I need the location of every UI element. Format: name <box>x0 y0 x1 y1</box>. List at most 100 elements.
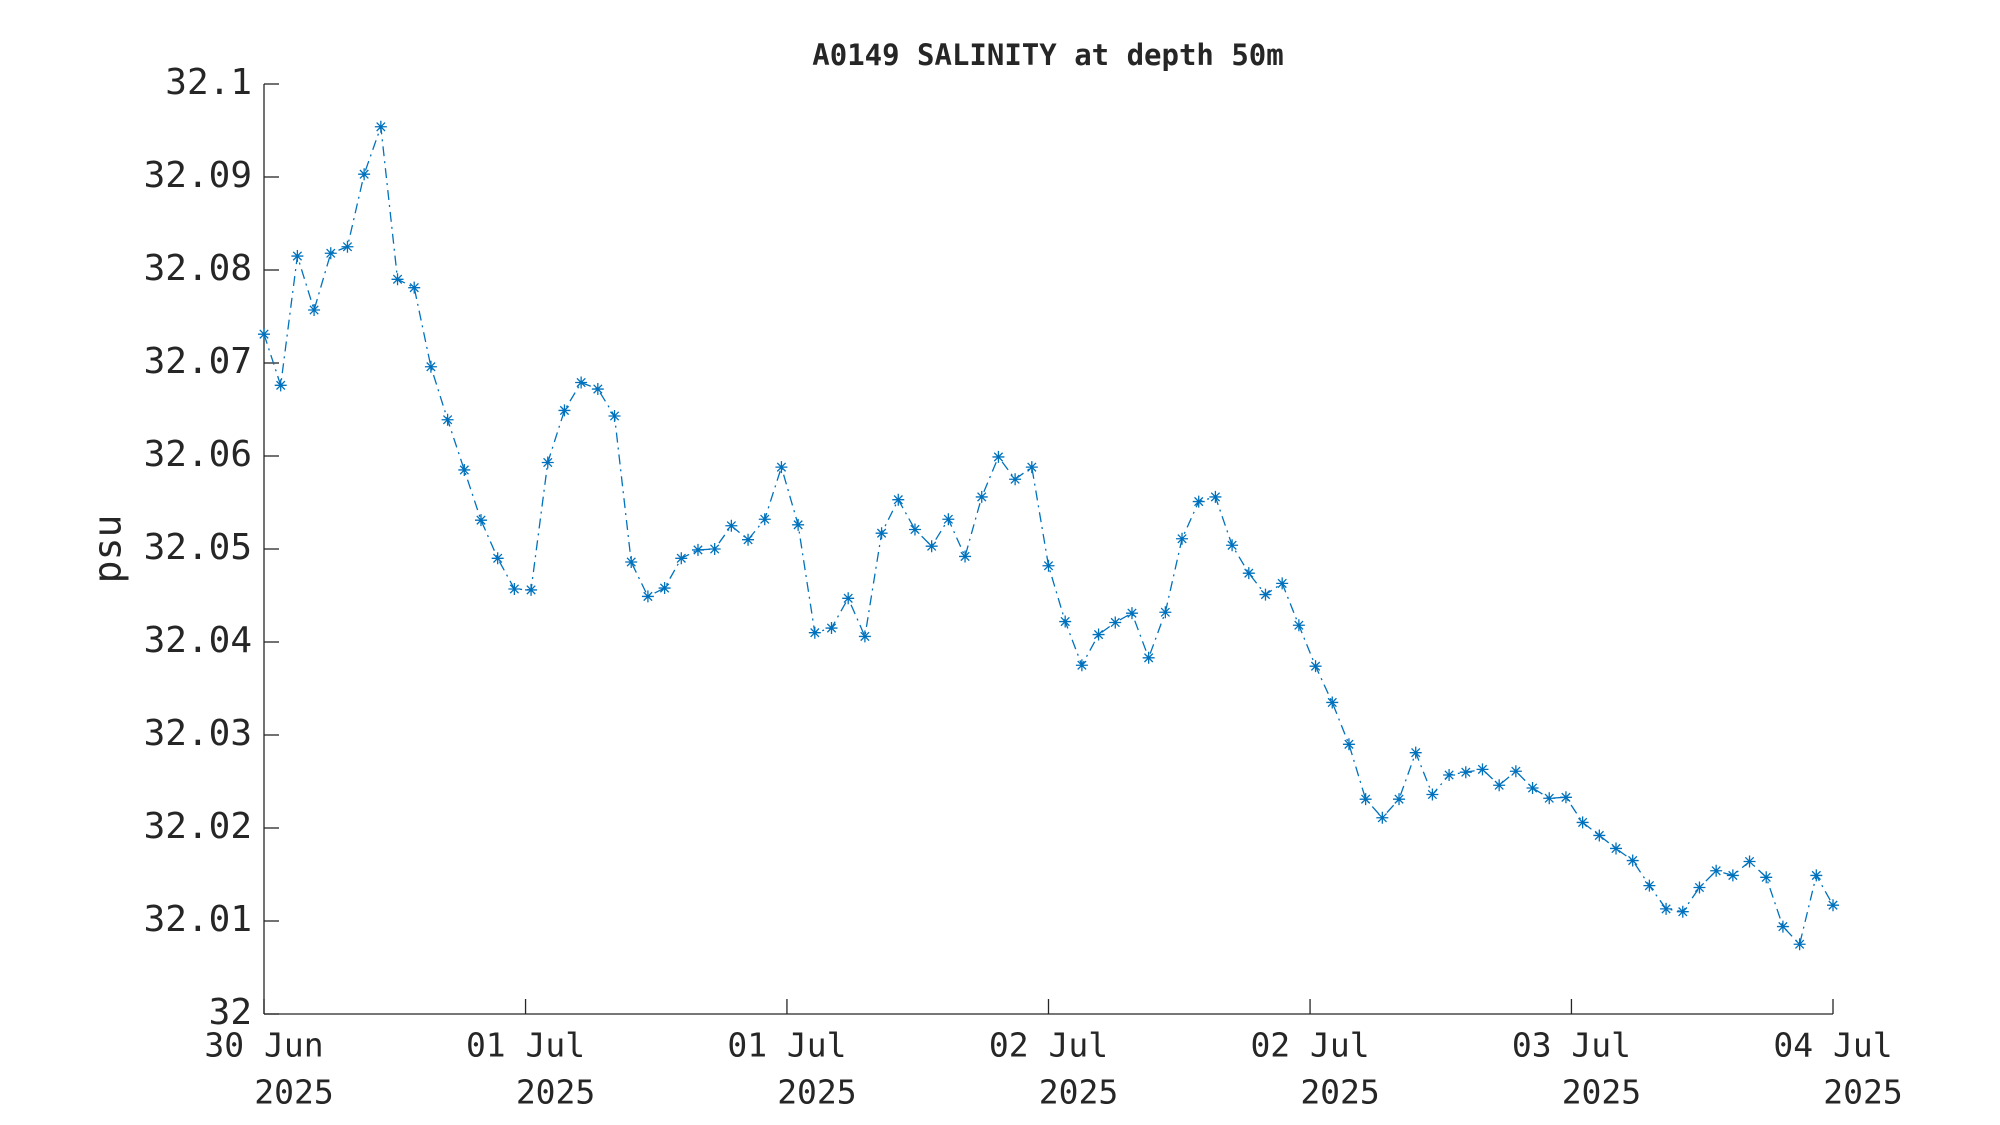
data-marker <box>675 552 688 565</box>
data-marker <box>1710 864 1723 877</box>
data-marker <box>842 592 855 605</box>
data-marker <box>1693 881 1706 894</box>
data-marker <box>1192 495 1205 508</box>
data-marker <box>408 281 421 294</box>
x-tick-label: 01 Jul <box>466 1026 585 1065</box>
data-marker <box>1626 854 1639 867</box>
data-marker <box>708 543 721 555</box>
data-marker <box>1025 461 1038 474</box>
data-marker <box>541 456 554 469</box>
data-marker <box>575 376 588 389</box>
y-tick-label: 32.01 <box>144 899 252 940</box>
y-tick-label: 32 <box>209 992 252 1033</box>
data-marker <box>491 552 504 565</box>
data-marker <box>625 556 638 569</box>
data-marker <box>1827 899 1839 912</box>
data-marker <box>1610 842 1623 855</box>
x-tick-label: 03 Jul <box>1512 1026 1631 1065</box>
data-marker <box>1409 746 1422 759</box>
x-tick-label: 2025 <box>1039 1073 1118 1112</box>
data-marker <box>1443 768 1456 781</box>
data-marker <box>1342 738 1355 751</box>
data-marker <box>1526 782 1539 795</box>
x-tick-label: 30 Jun <box>204 1026 323 1065</box>
data-marker <box>959 550 972 563</box>
y-tick-label: 32.09 <box>144 155 252 196</box>
data-marker <box>558 404 571 417</box>
data-marker <box>925 540 938 553</box>
data-marker <box>525 583 538 596</box>
data-marker <box>908 523 921 536</box>
y-tick-label: 32.1 <box>165 62 252 103</box>
data-marker <box>1309 660 1322 673</box>
data-marker <box>1559 791 1572 804</box>
data-marker <box>775 461 788 474</box>
data-marker <box>508 582 521 595</box>
data-marker <box>858 630 871 643</box>
data-marker <box>1326 696 1339 709</box>
data-marker <box>992 450 1005 463</box>
data-marker <box>391 273 404 286</box>
data-marker <box>1593 829 1606 842</box>
data-marker <box>1092 628 1105 641</box>
data-marker <box>792 518 805 531</box>
data-marker <box>825 622 838 635</box>
data-marker <box>641 590 654 603</box>
x-tick-label: 04 Jul <box>1773 1026 1892 1065</box>
data-marker <box>1660 902 1673 915</box>
y-axis-label: psu <box>86 515 130 584</box>
data-line <box>263 126 1834 946</box>
data-marker <box>291 250 304 263</box>
data-marker <box>725 519 738 532</box>
x-tick-label: 2025 <box>1823 1073 1902 1112</box>
data-marker <box>591 383 604 396</box>
x-tick-label: 2025 <box>777 1073 856 1112</box>
y-tick-label: 32.07 <box>144 341 252 382</box>
data-marker <box>1009 473 1022 486</box>
data-marker <box>1376 811 1389 824</box>
x-tick-label: 2025 <box>1300 1073 1379 1112</box>
data-marker <box>1176 532 1189 545</box>
data-marker <box>1059 615 1072 628</box>
data-marker <box>691 543 704 556</box>
data-marker <box>1760 871 1773 884</box>
data-marker <box>1426 788 1439 801</box>
data-marker <box>1125 607 1138 620</box>
data-marker <box>1543 792 1556 805</box>
data-marker <box>1776 920 1789 933</box>
data-marker <box>1676 905 1689 918</box>
y-tick-label: 32.05 <box>144 527 252 568</box>
data-marker <box>1576 816 1589 829</box>
data-marker <box>1075 659 1088 672</box>
data-marker <box>1209 490 1222 503</box>
data-marker <box>1226 539 1239 552</box>
data-marker <box>1726 869 1739 882</box>
data-marker <box>458 463 471 476</box>
y-tick-label: 32.03 <box>144 713 252 754</box>
data-marker <box>608 410 621 423</box>
data-marker <box>258 328 270 341</box>
data-marker <box>1743 855 1756 868</box>
data-marker <box>474 514 487 527</box>
data-marker <box>324 247 337 260</box>
chart-title: A0149 SALINITY at depth 50m <box>812 38 1283 72</box>
x-tick-label: 01 Jul <box>727 1026 846 1065</box>
data-marker <box>1643 879 1656 892</box>
data-marker <box>424 360 437 373</box>
data-marker <box>1159 606 1172 619</box>
data-marker <box>374 120 387 133</box>
data-marker <box>1359 793 1372 806</box>
data-marker <box>341 240 354 253</box>
data-marker <box>358 168 371 181</box>
data-marker <box>808 626 821 639</box>
data-marker <box>1476 763 1489 776</box>
data-marker <box>658 582 671 595</box>
x-tick-label: 02 Jul <box>989 1026 1108 1065</box>
data-marker <box>1242 567 1255 580</box>
x-tick-label: 2025 <box>254 1073 333 1112</box>
x-tick-label: 02 Jul <box>1250 1026 1369 1065</box>
data-marker <box>1459 766 1472 779</box>
y-tick-label: 32.06 <box>144 434 252 475</box>
y-tick-label: 32.04 <box>144 620 252 661</box>
